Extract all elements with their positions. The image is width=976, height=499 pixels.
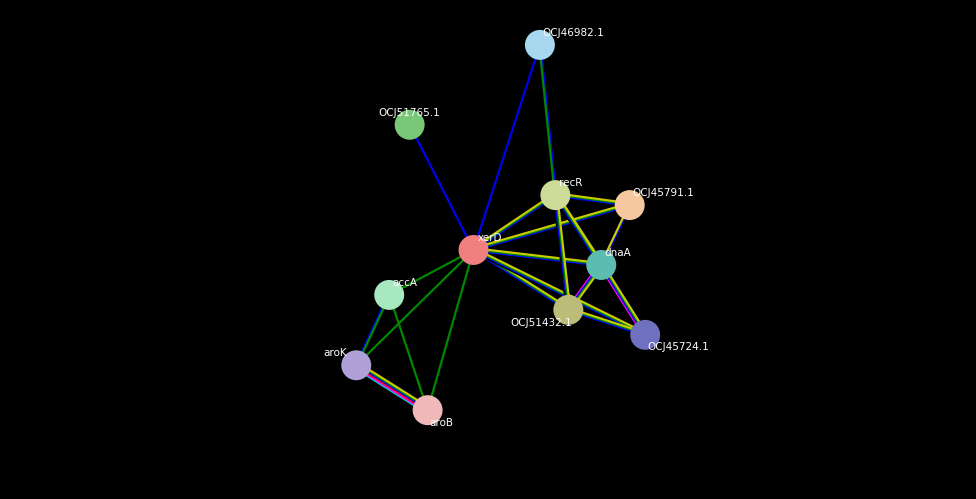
Circle shape: [342, 350, 371, 380]
Text: accA: accA: [392, 278, 417, 288]
Circle shape: [587, 250, 616, 280]
Text: OCJ45791.1: OCJ45791.1: [632, 188, 695, 198]
Circle shape: [374, 280, 404, 310]
Text: xerD: xerD: [478, 233, 503, 243]
Circle shape: [541, 180, 570, 210]
Text: aroB: aroB: [429, 418, 454, 428]
Text: aroK: aroK: [323, 348, 346, 358]
Circle shape: [459, 235, 489, 265]
Text: recR: recR: [559, 178, 583, 188]
Text: OCJ51432.1: OCJ51432.1: [510, 318, 572, 328]
Text: OCJ45724.1: OCJ45724.1: [648, 342, 710, 352]
Circle shape: [553, 295, 584, 325]
Text: OCJ46982.1: OCJ46982.1: [542, 28, 603, 38]
Circle shape: [525, 30, 555, 60]
Circle shape: [413, 395, 442, 425]
Circle shape: [394, 110, 425, 140]
Text: OCJ51765.1: OCJ51765.1: [379, 108, 440, 118]
Text: dnaA: dnaA: [605, 248, 631, 258]
Circle shape: [615, 190, 645, 220]
Circle shape: [630, 320, 660, 350]
